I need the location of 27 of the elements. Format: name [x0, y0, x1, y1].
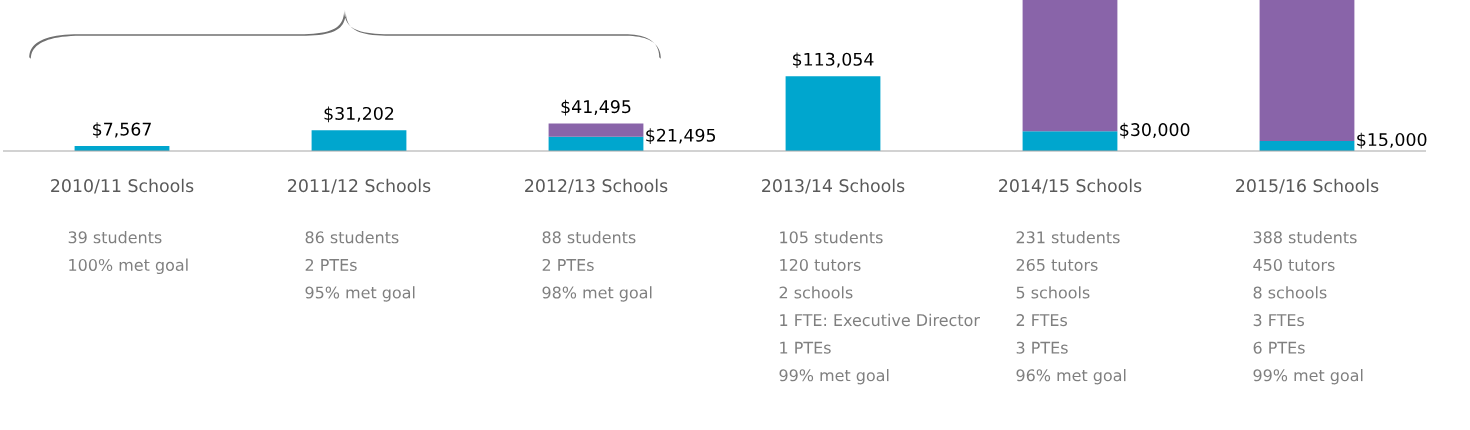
- bar: [785, 76, 881, 151]
- x-tick-label: 2011/12 Schools: [288, 178, 431, 194]
- data-label: $31,202: [324, 106, 394, 123]
- text: 105 students 120 tutors 2 schools 1 FTE: Executive Director 1 PTEs 99% met goal: [779, 231, 980, 385]
- text: 88 students 2 PTEs 98% met goal: [542, 231, 652, 302]
- bar: [1022, 0, 1118, 132]
- text: 39 students 100% met goal: [68, 231, 188, 275]
- data-label: $113,054: [793, 52, 874, 69]
- x-tick-label: 2015/16 Schools: [1236, 178, 1379, 194]
- x-tick-label: 2012/13 Schools: [525, 178, 668, 194]
- annotation: $15,000: [1357, 132, 1427, 149]
- bar: [1259, 0, 1355, 142]
- total-label: $41,495: [561, 99, 631, 116]
- x-tick-label: 2010/11 Schools: [51, 178, 194, 194]
- text: 388 students 450 tutors 8 schools 3 FTEs 6 PTEs 99% met goal: [1253, 231, 1363, 385]
- data-label: $7,567: [93, 122, 151, 138]
- x-tick-label: 2014/15 Schools: [999, 178, 1142, 194]
- bar: [548, 136, 644, 151]
- text: 86 students 2 PTEs 95% met goal: [305, 231, 415, 302]
- bar: [1259, 141, 1355, 151]
- annotation: $30,000: [1120, 122, 1190, 139]
- bar: [311, 130, 407, 151]
- bar: [548, 123, 644, 137]
- text: 231 students 265 tutors 5 schools 2 FTEs 3 PTEs 96% met goal: [1016, 231, 1126, 385]
- bar: [1022, 131, 1118, 151]
- x-tick-label: 2013/14 Schools: [762, 178, 905, 194]
- annotation: $21,495: [646, 128, 716, 145]
